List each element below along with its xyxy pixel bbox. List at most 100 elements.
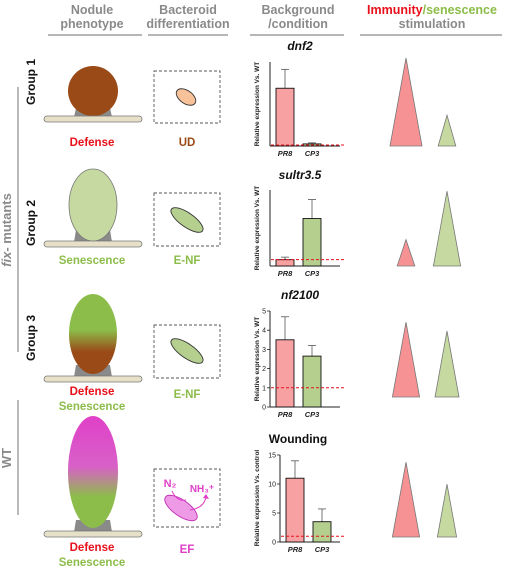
phenotype-label-defense: Defense — [70, 137, 115, 149]
stimulation-row-2 — [396, 191, 462, 267]
bacteroid-to-nh3-arrow — [189, 496, 207, 511]
chart-ylabel: Relative expression Vs. WT — [254, 186, 261, 271]
chart-title: Wounding — [269, 432, 327, 446]
nodule-group-1 — [43, 66, 143, 123]
nh3-label: NH₃⁺ — [190, 484, 214, 495]
immunity-triangle — [391, 462, 421, 538]
bacteroid-cell — [170, 207, 204, 233]
nodule-body — [68, 168, 118, 242]
nodule-body — [68, 416, 118, 528]
dashed-frame — [153, 468, 221, 528]
side-labels: fix- mutants WT Group 1 Group 2 Group 3 — [0, 59, 38, 515]
immunity-triangle — [396, 238, 416, 267]
bacteroid-label-enf: E-NF — [174, 389, 201, 401]
fix-mutants-label: fix- mutants — [0, 193, 14, 267]
chart-ylabel: Relative expression Vs. control — [254, 450, 261, 547]
bar-pr8 — [275, 259, 295, 267]
root-segment — [43, 240, 143, 248]
group-2-label: Group 2 — [24, 200, 38, 246]
immunity-triangle — [391, 322, 421, 398]
bar-pr8 — [275, 339, 295, 408]
phenotype-label-senescence: Senescence — [59, 255, 126, 267]
bacteroid-cell — [170, 338, 204, 364]
header-nodule-line2: phenotype — [60, 17, 123, 31]
header-stimulation-line2: stimulation — [399, 17, 466, 31]
phenotype-label-senescence: Senescence — [59, 557, 126, 568]
bacteroid-label-ud: UD — [179, 137, 196, 149]
bacteroid-cell — [175, 88, 197, 106]
nodule-wt — [43, 416, 143, 538]
x-category-label: PR8 — [278, 410, 293, 419]
y-tick-label: 0 — [262, 405, 266, 412]
header-stimulation-line1: Immunity/senescence — [367, 3, 497, 17]
bacteroid-cell — [164, 494, 198, 522]
immunity-triangle — [389, 57, 423, 147]
stimulation-row-4 — [391, 462, 458, 538]
chart-title: nf2100 — [281, 288, 319, 302]
x-category-label: PR8 — [288, 545, 303, 554]
group-3-label: Group 3 — [24, 315, 38, 361]
x-category-label: PR8 — [278, 269, 293, 278]
chart-ylabel: Relative expression Vs. WT — [254, 62, 261, 147]
dashed-frame — [153, 324, 221, 379]
column-headers: Nodule phenotype Bacteroid differentiati… — [48, 3, 502, 36]
chart-1: dnf2 Relative expression Vs. WT PR8 CP3 — [254, 39, 346, 158]
nodule-body — [69, 294, 117, 374]
phenotype-label-defense: Defense — [70, 386, 115, 398]
x-category-label: CP3 — [305, 149, 320, 158]
root-segment — [43, 530, 143, 538]
chart-title: sultr3.5 — [279, 168, 322, 182]
chart-2: sultr3.5 Relative expression Vs. WT PR8 CP3 — [254, 168, 346, 278]
bacteroid-box-3 — [153, 324, 221, 379]
bar-cp3 — [312, 521, 332, 543]
bar-cp3 — [302, 218, 322, 267]
y-tick-label: 15 — [268, 453, 276, 460]
nodule-group-3 — [43, 294, 143, 383]
header-immunity: Immunity — [367, 3, 423, 17]
header-background-line2: /condition — [268, 17, 328, 31]
y-tick-label: 4 — [262, 328, 266, 335]
y-tick-label: 5 — [262, 309, 266, 316]
dashed-frame — [153, 70, 221, 124]
bacteroid-label-enf: E-NF — [174, 255, 201, 267]
bacteroid-box-wt: N₂ NH₃⁺ — [153, 468, 221, 528]
x-category-label: CP3 — [305, 410, 320, 419]
header-nodule-line1: Nodule — [71, 3, 113, 17]
y-tick-label: 2 — [262, 366, 266, 373]
bacteroid-box-1 — [153, 70, 221, 124]
bar-pr8 — [275, 87, 295, 147]
arrowhead — [203, 494, 209, 499]
bar-cp3 — [302, 355, 322, 408]
nodule-body — [68, 66, 118, 116]
chart-ylabel: Relative expression Vs. WT — [254, 317, 261, 402]
stimulation-row-1 — [389, 57, 457, 147]
phenotype-label-defense: Defense — [70, 542, 115, 554]
header-background-line1: Background — [262, 3, 335, 17]
header-senescence: /senescence — [423, 3, 497, 17]
wt-label: WT — [0, 448, 14, 468]
y-tick-label: 5 — [272, 511, 276, 518]
stimulation-triangles — [389, 57, 462, 538]
root-segment — [43, 375, 143, 383]
bar-pr8 — [285, 477, 305, 543]
y-tick-label: 10 — [268, 482, 276, 489]
root-segment — [43, 115, 143, 123]
senescence-triangle — [437, 113, 457, 147]
group-1-label: Group 1 — [24, 59, 38, 105]
x-category-label: CP3 — [315, 545, 330, 554]
n2-label: N₂ — [164, 478, 177, 490]
senescence-triangle — [434, 330, 460, 398]
n2-to-bacteroid-path — [171, 490, 187, 501]
chart-4: Wounding Relative expression Vs. control 0… — [254, 432, 346, 554]
senescence-triangle — [436, 484, 458, 538]
header-bacteroid-line1: Bacteroid — [159, 3, 217, 17]
dashed-frame — [153, 192, 221, 247]
x-category-label: PR8 — [278, 149, 293, 158]
y-tick-label: 3 — [262, 347, 266, 354]
x-category-label: CP3 — [305, 269, 320, 278]
bacteroid-box-2 — [153, 192, 221, 247]
bacteroid-label-ef: EF — [180, 544, 195, 556]
